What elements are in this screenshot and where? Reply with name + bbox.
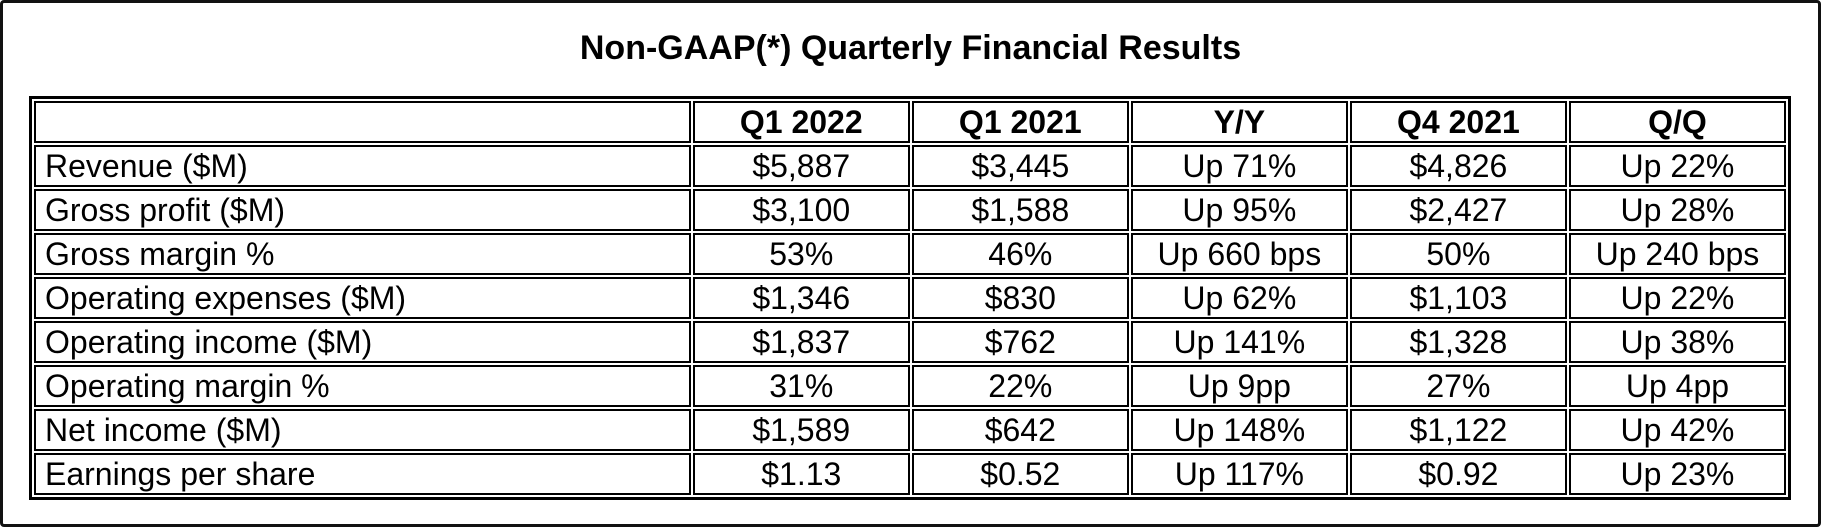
table-header-row: Q1 2022 Q1 2021 Y/Y Q4 2021 Q/Q [34, 101, 1786, 143]
row-label: Operating income ($M) [34, 321, 691, 363]
cell-value: $0.52 [911, 453, 1129, 495]
cell-value: 50% [1349, 233, 1567, 275]
cell-value: 22% [911, 365, 1129, 407]
cell-value: Up 4pp [1568, 365, 1786, 407]
cell-value: $1,328 [1349, 321, 1567, 363]
cell-value: Up 22% [1568, 277, 1786, 319]
cell-value: $2,427 [1349, 189, 1567, 231]
cell-value: Up 22% [1568, 145, 1786, 187]
cell-value: Up 95% [1130, 189, 1348, 231]
column-header-q4-2021: Q4 2021 [1349, 101, 1567, 143]
column-header-yoy: Y/Y [1130, 101, 1348, 143]
cell-value: $642 [911, 409, 1129, 451]
row-label: Revenue ($M) [34, 145, 691, 187]
cell-value: $3,445 [911, 145, 1129, 187]
cell-value: $4,826 [1349, 145, 1567, 187]
cell-value: $1,588 [911, 189, 1129, 231]
column-header-blank [34, 101, 691, 143]
row-label: Net income ($M) [34, 409, 691, 451]
cell-value: 53% [692, 233, 910, 275]
cell-value: $762 [911, 321, 1129, 363]
cell-value: Up 117% [1130, 453, 1348, 495]
cell-value: $0.92 [1349, 453, 1567, 495]
row-label: Gross margin % [34, 233, 691, 275]
cell-value: Up 240 bps [1568, 233, 1786, 275]
column-header-q1-2022: Q1 2022 [692, 101, 910, 143]
table-row-revenue: Revenue ($M) $5,887 $3,445 Up 71% $4,826… [34, 145, 1786, 187]
row-label: Gross profit ($M) [34, 189, 691, 231]
table-row-operating-expenses: Operating expenses ($M) $1,346 $830 Up 6… [34, 277, 1786, 319]
cell-value: 46% [911, 233, 1129, 275]
cell-value: $1,122 [1349, 409, 1567, 451]
cell-value: Up 38% [1568, 321, 1786, 363]
cell-value: Up 9pp [1130, 365, 1348, 407]
cell-value: Up 71% [1130, 145, 1348, 187]
cell-value: $3,100 [692, 189, 910, 231]
table-row-gross-margin: Gross margin % 53% 46% Up 660 bps 50% Up… [34, 233, 1786, 275]
cell-value: $1.13 [692, 453, 910, 495]
cell-value: $1,346 [692, 277, 910, 319]
table-row-operating-income: Operating income ($M) $1,837 $762 Up 141… [34, 321, 1786, 363]
cell-value: 31% [692, 365, 910, 407]
cell-value: Up 148% [1130, 409, 1348, 451]
table-row-earnings-per-share: Earnings per share $1.13 $0.52 Up 117% $… [34, 453, 1786, 495]
cell-value: $1,589 [692, 409, 910, 451]
cell-value: Up 141% [1130, 321, 1348, 363]
cell-value: Up 660 bps [1130, 233, 1348, 275]
cell-value: Up 62% [1130, 277, 1348, 319]
cell-value: $1,837 [692, 321, 910, 363]
row-label: Earnings per share [34, 453, 691, 495]
cell-value: $1,103 [1349, 277, 1567, 319]
cell-value: 27% [1349, 365, 1567, 407]
cell-value: Up 42% [1568, 409, 1786, 451]
table-row-net-income: Net income ($M) $1,589 $642 Up 148% $1,1… [34, 409, 1786, 451]
column-header-qoq: Q/Q [1568, 101, 1786, 143]
cell-value: Up 23% [1568, 453, 1786, 495]
row-label: Operating expenses ($M) [34, 277, 691, 319]
table-row-gross-profit: Gross profit ($M) $3,100 $1,588 Up 95% $… [34, 189, 1786, 231]
page-title: Non-GAAP(*) Quarterly Financial Results [579, 29, 1242, 67]
financial-results-table: Q1 2022 Q1 2021 Y/Y Q4 2021 Q/Q Revenue … [29, 96, 1791, 500]
cell-value: $830 [911, 277, 1129, 319]
row-label: Operating margin % [34, 365, 691, 407]
column-header-q1-2021: Q1 2021 [911, 101, 1129, 143]
cell-value: Up 28% [1568, 189, 1786, 231]
table-row-operating-margin: Operating margin % 31% 22% Up 9pp 27% Up… [34, 365, 1786, 407]
cell-value: $5,887 [692, 145, 910, 187]
